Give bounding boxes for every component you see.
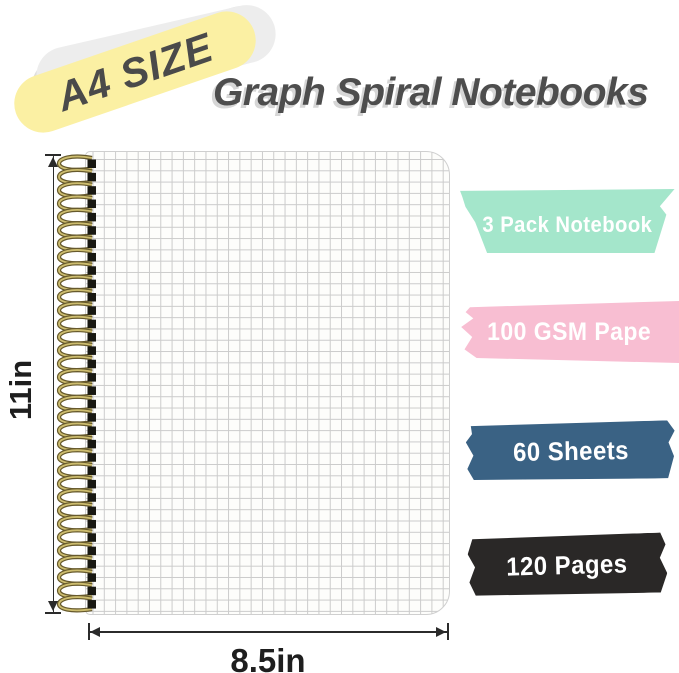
width-dimension-line (89, 631, 447, 633)
page-title: Graph Spiral Notebooks (213, 71, 649, 114)
arrow-down-icon (48, 601, 58, 611)
width-dimension-label: 8.5in (230, 642, 306, 673)
height-dimension-line (52, 156, 55, 612)
banner-sheet-count-label: 60 Sheets (512, 434, 630, 467)
banner-pack-count-label: 3 Pack Notebook (482, 212, 652, 237)
arrow-up-icon (48, 157, 58, 167)
notebook-page (85, 151, 450, 615)
banner-paper-weight-label: 100 GSM Pape (486, 317, 652, 346)
height-dimension-top-tick (45, 154, 61, 156)
banner-paper-weight: 100 GSM Pape (461, 301, 679, 363)
banner-sheet-count: 60 Sheets (466, 420, 677, 482)
arrow-right-icon (436, 627, 446, 637)
spiral-binding (56, 154, 96, 613)
banner-page-count: 120 Pages (466, 532, 668, 597)
width-dimension-left-tick (88, 623, 90, 640)
banner-pack-count: 3 Pack Notebook (460, 189, 675, 253)
banner-page-count-label: 120 Pages (506, 547, 628, 582)
height-dimension-bottom-tick (45, 612, 61, 614)
width-dimension-right-tick (447, 623, 449, 640)
arrow-left-icon (90, 627, 100, 637)
height-dimension-label: 11in (3, 359, 38, 421)
